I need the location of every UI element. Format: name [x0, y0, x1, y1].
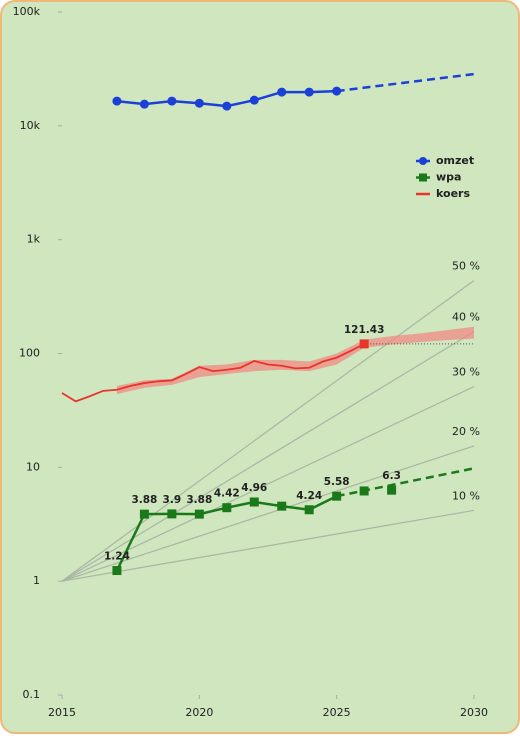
data-label: 6.3 — [382, 470, 401, 482]
legend-marker — [419, 157, 427, 165]
omzet-marker — [305, 88, 314, 97]
omzet-marker — [167, 97, 176, 106]
koers-last-marker — [360, 339, 369, 348]
data-label: 3.88 — [186, 494, 212, 506]
omzet-marker — [277, 88, 286, 97]
y-tick-label: 1k — [27, 233, 41, 246]
x-tick-label: 2015 — [48, 706, 76, 719]
growth-label: 20 % — [452, 425, 480, 438]
omzet-marker — [195, 99, 204, 108]
wpa-marker — [195, 510, 204, 519]
x-tick-label: 2020 — [185, 706, 213, 719]
y-tick-label: 0.1 — [23, 688, 41, 701]
omzet-marker — [332, 87, 341, 96]
y-tick-label: 10 — [26, 460, 40, 473]
omzet-marker — [140, 100, 149, 109]
wpa-marker — [222, 503, 231, 512]
data-label: 4.24 — [296, 490, 322, 502]
growth-label: 50 % — [452, 259, 480, 272]
y-tick-label: 10k — [20, 119, 41, 132]
y-tick-label: 1 — [33, 574, 40, 587]
wpa-marker — [112, 566, 121, 575]
wpa-marker — [277, 502, 286, 511]
wpa-marker — [167, 509, 176, 518]
x-tick-label: 2025 — [323, 706, 351, 719]
growth-label: 40 % — [452, 311, 480, 324]
data-label: 5.58 — [324, 476, 350, 488]
data-label: 4.96 — [241, 482, 267, 494]
y-tick-label: 100k — [13, 5, 41, 18]
wpa-marker — [360, 486, 369, 495]
y-tick-label: 100 — [19, 347, 40, 360]
growth-label: 10 % — [452, 489, 480, 502]
omzet-marker — [112, 97, 121, 106]
legend-label: koers — [436, 187, 470, 200]
wpa-marker — [332, 492, 341, 501]
wpa-marker — [387, 486, 396, 495]
wpa-marker — [250, 497, 259, 506]
legend-marker — [419, 174, 427, 182]
data-label: 1.24 — [104, 551, 130, 563]
legend-label: omzet — [436, 154, 474, 167]
wpa-marker — [140, 510, 149, 519]
x-tick-label: 2030 — [460, 706, 488, 719]
legend-label: wpa — [436, 171, 461, 184]
omzet-marker — [250, 96, 259, 105]
omzet-marker — [222, 102, 231, 111]
growth-label: 30 % — [452, 366, 480, 379]
data-label: 3.88 — [131, 494, 157, 506]
data-label: 121.43 — [344, 324, 385, 336]
wpa-marker — [305, 505, 314, 514]
data-label: 3.9 — [163, 494, 182, 506]
data-label: 4.42 — [214, 488, 240, 500]
